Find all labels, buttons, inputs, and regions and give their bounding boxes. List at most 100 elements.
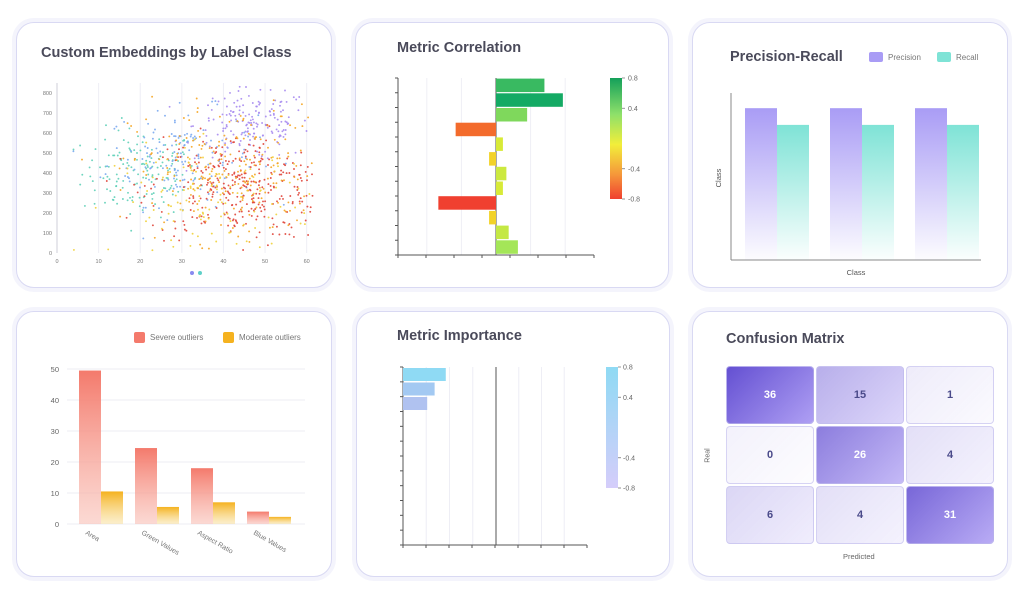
- scatter-point: [224, 150, 227, 153]
- scatter-point: [72, 248, 75, 251]
- scatter-point: [304, 170, 307, 173]
- scatter-point: [241, 206, 243, 209]
- scatter-point: [166, 173, 169, 176]
- scatter-point: [249, 166, 252, 169]
- scatter-point: [306, 175, 309, 178]
- scatter-point: [209, 188, 212, 191]
- scatter-point: [267, 146, 269, 149]
- scatter-point: [263, 215, 266, 218]
- scatter-point: [148, 178, 150, 181]
- scatter-point: [136, 158, 138, 161]
- scatter-point: [289, 195, 292, 197]
- scatter-point: [255, 236, 258, 239]
- scatter-point: [181, 173, 184, 176]
- scatter-point: [118, 167, 121, 170]
- scatter-point: [280, 195, 283, 198]
- confusion-title: Confusion Matrix: [726, 331, 845, 347]
- scatter-point: [243, 151, 246, 154]
- scatter-point: [212, 118, 215, 121]
- scatter-point: [297, 109, 300, 112]
- scatter-point: [217, 144, 220, 147]
- scatter-point: [125, 216, 128, 219]
- scatter-point: [199, 127, 202, 130]
- scatter-point: [298, 173, 301, 176]
- scatter-point: [181, 179, 184, 182]
- scatter-point: [209, 180, 212, 183]
- scatter-point: [146, 152, 148, 155]
- scatter-point: [142, 170, 145, 173]
- scatter-point: [229, 220, 232, 223]
- scatter-point: [150, 193, 153, 196]
- scatter-point: [284, 210, 287, 213]
- scatter-point: [258, 179, 261, 182]
- scatter-point: [203, 143, 206, 145]
- scatter-point: [253, 161, 255, 164]
- scatter-point: [221, 146, 224, 149]
- scatter-point: [211, 97, 214, 100]
- scatter-point: [271, 132, 274, 134]
- scatter-point: [280, 169, 283, 172]
- scatter-point: [152, 204, 155, 207]
- scatter-point: [204, 177, 206, 180]
- scatter-point: [256, 215, 259, 218]
- scatter-point: [246, 127, 249, 130]
- scatter-point: [196, 235, 199, 238]
- scatter-point: [159, 216, 162, 219]
- scatter-point: [151, 249, 154, 252]
- scatter-point: [230, 142, 233, 144]
- scatter-point: [136, 143, 139, 146]
- scatter-point: [235, 242, 238, 245]
- scatter-point: [222, 202, 225, 205]
- scatter-point: [294, 206, 297, 209]
- scatter-point: [237, 90, 240, 92]
- scatter-point: [302, 209, 305, 212]
- scatter-point: [293, 176, 296, 178]
- legend-recall-label: Recall: [956, 52, 979, 62]
- scatter-point: [227, 224, 230, 227]
- scatter-point: [192, 139, 194, 142]
- scatter-point: [269, 177, 272, 179]
- scatter-point: [201, 247, 204, 250]
- scatter-point: [296, 189, 299, 191]
- scatter-point: [126, 158, 129, 161]
- scatter-xtick-label: 60: [304, 259, 310, 265]
- scatter-point: [244, 148, 247, 151]
- scatter-point: [142, 211, 145, 214]
- scatter-point: [146, 169, 149, 172]
- scatter-point: [233, 225, 236, 228]
- scatter-point: [205, 134, 208, 137]
- pr-bar-precision: [745, 108, 777, 260]
- scatter-point: [311, 194, 314, 197]
- scatter-point: [211, 151, 214, 154]
- scatter-point: [202, 216, 205, 219]
- scatter-point: [168, 135, 171, 138]
- scatter-point: [158, 158, 161, 161]
- scatter-point: [119, 157, 122, 160]
- scatter-point: [190, 169, 193, 172]
- scatter-point: [272, 223, 275, 226]
- outliers-ytick-label: 10: [51, 489, 59, 498]
- scatter-point: [244, 169, 247, 172]
- scatter-point: [258, 186, 261, 189]
- scatter-point: [265, 139, 268, 142]
- scatter-point: [171, 152, 174, 155]
- scatter-point: [113, 164, 116, 167]
- scatter-point: [197, 161, 200, 164]
- scatter-point: [240, 133, 243, 136]
- scatter-point: [263, 208, 266, 211]
- scatter-point: [280, 173, 283, 176]
- scatter-point: [245, 203, 248, 206]
- scatter-point: [138, 196, 141, 199]
- scatter-point: [169, 187, 172, 189]
- scatter-point: [158, 141, 161, 144]
- scatter-point: [201, 211, 204, 214]
- scatter-point: [182, 166, 185, 169]
- scatter-point: [283, 221, 286, 224]
- scatter-point: [290, 226, 293, 229]
- scatter-point: [190, 178, 193, 181]
- scatter-point: [153, 236, 156, 239]
- scatter-point: [291, 202, 294, 205]
- scatter-point: [275, 225, 278, 228]
- scatter-point: [217, 201, 220, 204]
- pr-bar-recall: [777, 124, 809, 260]
